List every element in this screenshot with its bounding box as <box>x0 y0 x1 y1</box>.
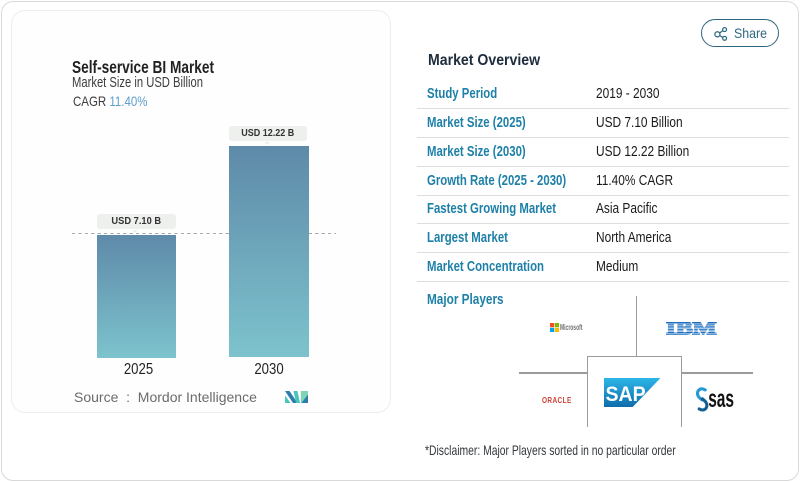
svg-text:sas: sas <box>708 387 734 412</box>
svg-text:SAP: SAP <box>605 383 645 406</box>
